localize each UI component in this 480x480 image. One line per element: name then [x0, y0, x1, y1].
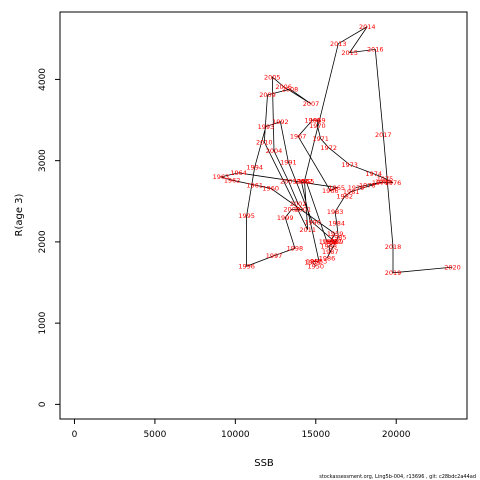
y-tick-label: 4000: [38, 68, 48, 91]
year-label: 1971: [312, 135, 329, 143]
year-label: 1959: [327, 230, 344, 238]
x-tick-label: 20000: [382, 430, 411, 440]
year-label: 1982: [336, 193, 353, 201]
year-label: 1990: [304, 219, 321, 227]
year-label: 2005: [264, 73, 281, 81]
year-label: 1996: [238, 263, 255, 271]
year-label: 2020: [444, 263, 461, 271]
year-label: 1966: [322, 187, 339, 195]
y-axis: 0 1000 2000 3000 4000: [38, 68, 61, 407]
year-label: 2008: [282, 86, 299, 94]
x-tick-label: 5000: [143, 430, 166, 440]
year-label: 2012: [296, 177, 313, 185]
year-label: 2019: [385, 269, 402, 277]
year-label: 1969: [309, 116, 326, 124]
year-label: 1979: [348, 184, 365, 192]
year-label: 1955: [298, 177, 315, 185]
year-label: 2015: [341, 49, 358, 57]
year-label: 1986: [319, 254, 336, 262]
year-label: 1984: [328, 220, 345, 228]
year-label: 2016: [367, 46, 384, 54]
year-label: 1958: [322, 238, 339, 246]
year-label: 1967: [290, 133, 307, 141]
y-tick-label: 2000: [38, 230, 48, 253]
year-label: 1974: [365, 170, 382, 178]
year-label: 2006: [275, 83, 292, 91]
y-axis-title: R(age 3): [14, 193, 25, 236]
year-label: 1972: [320, 144, 337, 152]
x-axis: 0 5000 10000 15000 20000: [72, 418, 411, 440]
year-label: 2018: [385, 243, 402, 251]
y-tick-label: 3000: [38, 149, 48, 172]
year-label: 1968: [304, 116, 321, 124]
year-label: 1957: [325, 238, 342, 246]
year-label: 1983: [327, 208, 344, 216]
year-label: 1993: [258, 123, 275, 131]
year-label: 1994: [246, 164, 263, 172]
year-label: 1951: [304, 259, 321, 267]
year-label: 1950: [308, 263, 325, 271]
year-label: 2007: [303, 100, 320, 108]
year-label: 1985: [330, 233, 347, 241]
y-tick-label: 0: [38, 401, 48, 407]
x-tick-label: 0: [72, 430, 78, 440]
year-label: 2003: [280, 177, 297, 185]
year-label: 2017: [375, 131, 392, 139]
year-label: 2014: [359, 23, 376, 31]
year-label: 2001: [295, 206, 312, 214]
year-label: 1975: [377, 175, 394, 183]
trajectory-layer: [219, 26, 453, 274]
year-label: 2000: [283, 206, 300, 214]
year-label: 1981: [343, 188, 360, 196]
year-label: 1961: [246, 181, 263, 189]
year-label: 1965: [328, 184, 345, 192]
year-label: 2010: [256, 138, 273, 146]
year-label: 2002: [290, 200, 307, 208]
year-label: 1962: [224, 177, 241, 185]
year-label: 1980: [375, 178, 392, 186]
year-label: 1954: [293, 177, 310, 185]
year-label: 1977: [372, 179, 389, 187]
year-label: 2013: [330, 40, 347, 48]
year-label: 1973: [341, 161, 358, 169]
year-label: 1978: [359, 181, 376, 189]
year-label: 1995: [238, 212, 255, 220]
year-label: 1999: [277, 214, 294, 222]
year-label: 2004: [266, 147, 283, 155]
year-label: 1989: [327, 238, 344, 246]
year-label: 1953: [311, 258, 328, 266]
year-label: 1991: [280, 159, 297, 167]
year-label: 1956: [319, 238, 336, 246]
year-label: 1988: [320, 242, 337, 250]
year-label: 1987: [322, 248, 339, 256]
year-label: 1997: [266, 252, 283, 260]
year-label: 1992: [272, 118, 289, 126]
trajectory-line: [219, 26, 453, 274]
year-label: 1952: [306, 258, 323, 266]
year-label: 1970: [309, 122, 326, 130]
x-axis-title: SSB: [254, 458, 274, 469]
footer-note: stockassessment.org, Ling5b-004, r13696 …: [319, 474, 476, 480]
year-label: 1964: [230, 169, 247, 177]
year-label: 1998: [287, 245, 304, 253]
year-label: 2011: [299, 226, 316, 234]
year-label: 1963: [213, 173, 230, 181]
year-label: 2009: [259, 91, 276, 99]
year-label: 1960: [262, 185, 279, 193]
x-tick-label: 15000: [301, 430, 330, 440]
year-label: 1976: [385, 179, 402, 187]
y-tick-label: 1000: [38, 311, 48, 334]
x-tick-label: 10000: [221, 430, 250, 440]
